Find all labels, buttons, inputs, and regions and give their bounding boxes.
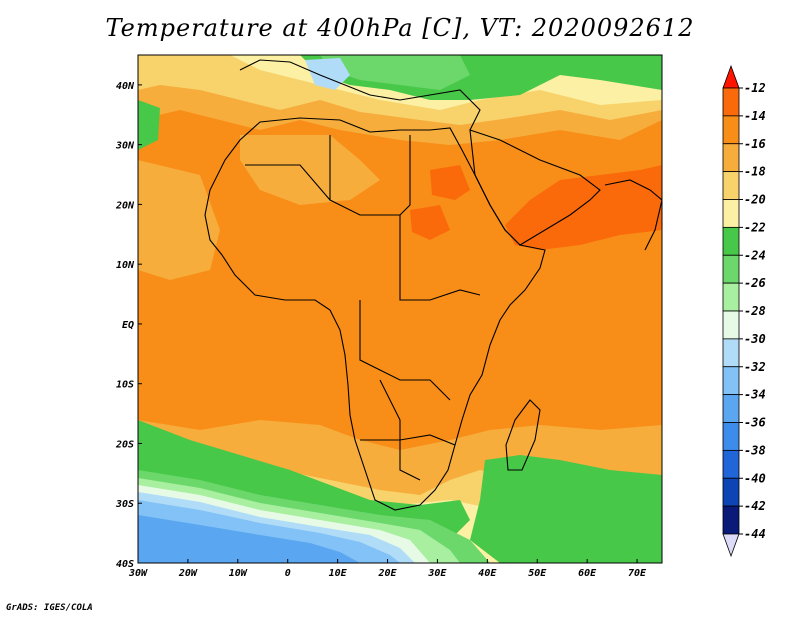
y-axis: 40N 30N 20N 10N EQ 10S 20S 30S 40S <box>115 81 142 570</box>
field-band-14-arabia <box>505 165 662 250</box>
border-5 <box>245 164 331 201</box>
border-6 <box>379 379 421 481</box>
colorbar-swatch <box>722 115 740 145</box>
colorbar-swatch <box>722 422 740 451</box>
arabia-coastline <box>469 129 601 246</box>
colorbar-label: -36 <box>744 416 766 430</box>
colorbar-label: -22 <box>744 220 766 234</box>
y-tick-label: 20N <box>115 200 135 211</box>
x-tick-label: 30W <box>128 568 148 579</box>
colorbar-label: -34 <box>744 388 766 402</box>
border-2 <box>399 215 481 301</box>
colorbar-swatch <box>722 310 740 340</box>
x-tick-label: 20E <box>377 568 397 579</box>
y-tick-label: 30N <box>115 141 135 152</box>
colorbar-label: -12 <box>744 81 766 95</box>
colorbar-swatch <box>722 477 740 507</box>
coastlines <box>204 59 662 511</box>
border-4 <box>360 434 456 446</box>
field-deepblue-south <box>138 515 360 563</box>
x-tick-label: 50E <box>528 568 547 579</box>
africa-coastline <box>204 117 546 511</box>
colorbar-label: -32 <box>744 360 766 374</box>
colorbar-swatch <box>722 366 740 396</box>
colorbar-top-arrow <box>722 64 740 89</box>
x-tick-label: 30E <box>427 568 447 579</box>
colorbar-swatch <box>722 394 740 423</box>
x-tick-label: 60E <box>578 568 597 579</box>
y-tick-label: 30S <box>115 499 134 510</box>
colorbar-swatch <box>722 338 740 368</box>
colorbar-label: -26 <box>744 276 766 290</box>
field-band-14-chad <box>410 205 450 240</box>
field-green-south-indian <box>470 455 662 563</box>
colorbar-label: -44 <box>744 527 766 541</box>
colorbar-label: -42 <box>744 499 766 513</box>
map-title: Temperature at 400hPa [C], VT: 202009261… <box>105 14 695 42</box>
colorbar-swatch <box>722 199 740 228</box>
x-tick-label: 40E <box>478 568 497 579</box>
colorbar-label: -18 <box>744 165 766 179</box>
colorbar-bottom-arrow <box>722 533 740 558</box>
colorbar-label: -20 <box>744 193 766 207</box>
field-lightgreen-north <box>320 55 470 90</box>
colorbar-label: -16 <box>744 137 766 151</box>
border-3 <box>359 300 451 401</box>
y-tick-label: 20S <box>115 439 134 450</box>
colorbar-swatch <box>722 143 740 173</box>
europe-coastline <box>239 59 481 131</box>
x-tick-label: 70E <box>628 568 647 579</box>
footer-credit: GrADS: IGES/COLA <box>6 603 93 613</box>
colorbar-label: -30 <box>744 332 766 346</box>
temperature-field <box>138 55 662 563</box>
madagascar-coastline <box>505 399 541 471</box>
x-tick-label: 10W <box>229 568 248 579</box>
y-tick-label: EQ <box>122 320 134 331</box>
y-tick-label: 10N <box>116 260 135 271</box>
x-tick-label: 10E <box>329 568 348 579</box>
map-frame <box>137 54 663 564</box>
colorbar-swatch <box>722 87 740 117</box>
field-band-18-atlantic <box>138 160 220 280</box>
colorbar-label: -14 <box>744 109 766 123</box>
colorbar-swatch <box>722 254 740 284</box>
y-tick-label: 40N <box>116 81 135 92</box>
colorbar-swatch <box>722 226 740 256</box>
x-tick-label: 20W <box>178 568 198 579</box>
x-tick-label: 0 <box>285 568 291 579</box>
colorbar-swatch <box>722 505 740 535</box>
colorbar-swatch <box>722 449 740 479</box>
colorbar-label: -40 <box>744 471 766 485</box>
india-coastline <box>604 179 662 251</box>
field-band-18-west-africa <box>240 135 380 205</box>
field-green-northwest <box>138 100 160 150</box>
colorbar-label: -38 <box>744 443 766 457</box>
colorbar-swatch <box>722 171 740 200</box>
border-1 <box>329 135 411 216</box>
y-tick-label: 10S <box>116 380 134 391</box>
colorbar-label: -24 <box>744 248 766 262</box>
colorbar-label: -28 <box>744 304 766 318</box>
y-tick-label: 40S <box>116 559 134 570</box>
colorbar: -12 -14 -16 -18 -20 -22 -24 -26 -28 -30 -32 -34 -36 -… <box>722 64 766 558</box>
colorbar-swatch <box>722 282 740 312</box>
x-axis: 30W 20W 10W 0 10E 20E 30E 40E 50E 60E 70E <box>128 559 647 579</box>
field-band-14-egypt <box>430 165 470 200</box>
